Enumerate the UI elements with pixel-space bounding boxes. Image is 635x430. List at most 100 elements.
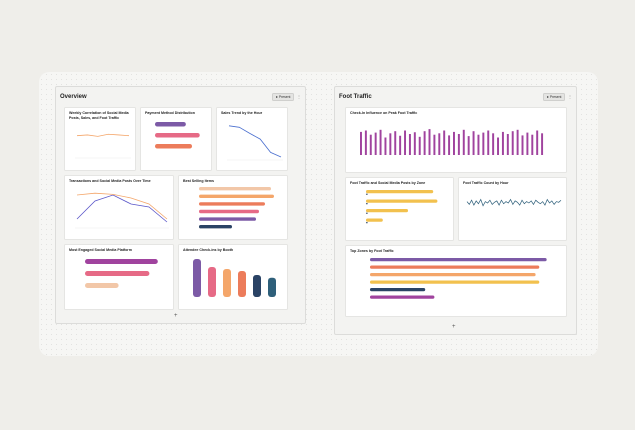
top-zones-chart [370,258,547,299]
card-title: Best Selling Items [183,179,214,183]
hourly-chart [466,198,562,207]
checkins-bar [541,133,544,155]
checkins-bar [448,135,451,155]
checkins-bar [506,134,509,155]
chart-card-hourly[interactable]: Foot Traffic Count by Hour [458,177,567,241]
attendee-bar [238,271,246,297]
most-engaged-chart [85,259,158,288]
transactions-series-line [76,194,168,223]
best-selling-bar [199,225,232,229]
checkins-bar [438,133,441,155]
chart-card-most-engaged[interactable]: Most Engaged Social Media Platform [64,244,174,310]
zone-bar [370,295,435,299]
checkins-bar [384,137,387,155]
add-widget-icon[interactable]: + [174,313,178,319]
chart-card-sales-trend[interactable]: Sales Trend by the Hour [216,107,288,171]
checkins-bar [497,137,500,155]
checkins-bar [374,132,377,155]
chart-card-top-zones[interactable]: Top Zones by Foot Traffic [345,245,567,317]
panel-title: Foot Traffic [339,94,372,100]
zone-bar [370,265,540,269]
checkins-bar [394,131,397,155]
chart-card-best-selling[interactable]: Best Selling Items [178,175,288,240]
checkins-bar [389,133,392,155]
zone-bar [370,280,540,284]
payment-bar [155,133,200,138]
checkins-bar [360,131,362,155]
play-icon [275,96,278,98]
checkins-bar [453,131,455,155]
panel-toolbar: Present ⋮ [272,93,301,101]
chart-card-attendee[interactable]: Attendee Check-ins by Booth [178,244,288,310]
attendee-chart [193,259,276,297]
checkins-bar [482,132,485,155]
payment-bar [155,144,193,149]
transactions-chart [75,192,169,229]
checkins-bar [472,131,475,155]
checkins-bar [487,130,490,155]
checkins-bar [526,132,529,155]
present-label: Present [549,95,562,99]
card-title: Foot Traffic and Social Media Posts by Z… [350,181,426,185]
card-title: Payment Method Distribution [145,111,195,115]
engaged-bar [85,259,158,264]
checkins-bar [413,132,416,155]
payment-chart [155,122,200,149]
best-selling-bar [199,187,271,191]
present-button[interactable]: Present [543,93,565,101]
checkins-bar [399,135,402,155]
card-title: Check-In Influence on Peak Foot Traffic [350,111,418,115]
checkins-bar [536,130,539,155]
chart-card-transactions[interactable]: Transactions and Social Media Posts Over… [64,175,174,240]
checkins-bar [516,129,519,155]
checkins-bar [511,131,514,155]
social-posts-bar [366,203,368,205]
card-title: Attendee Check-ins by Booth [183,248,234,252]
more-options-icon[interactable]: ⋮ [297,94,301,99]
overview-panel: Overview Present ⋮ Weekly Correlation of… [55,86,306,324]
chart-card-checkins[interactable]: Check-In Influence on Peak Foot Traffic [345,107,567,173]
present-label: Present [278,95,291,99]
attendee-bar [193,259,201,297]
checkins-bar [404,130,407,155]
chart-card-payment[interactable]: Payment Method Distribution [140,107,212,171]
checkins-bar [492,133,495,155]
zone-bar [370,273,536,277]
checkins-chart [360,129,544,155]
add-widget-icon[interactable]: + [452,324,456,330]
checkins-bar [423,131,426,155]
chart-card-foot-social[interactable]: Foot Traffic and Social Media Posts by Z… [345,177,454,241]
dashboard-canvas: Overview Present ⋮ Weekly Correlation of… [39,72,598,356]
checkins-bar [521,135,524,155]
foot-traffic-panel: Foot Traffic Present ⋮ Check-In Influenc… [334,86,577,335]
foot-traffic-bar [366,199,438,203]
social-posts-bar [366,212,368,214]
checkins-bar [369,134,372,155]
checkins-bar [418,136,421,155]
checkins-bar [457,134,460,155]
posts-series-line [76,192,168,220]
panel-title: Overview [60,94,87,100]
foot-social-chart [366,190,438,224]
checkins-bar [428,129,431,155]
best-selling-bar [199,202,265,206]
sales-series-line [228,125,282,158]
checkins-bar [433,134,436,155]
checkins-bar [408,134,411,155]
best-selling-bar [199,194,274,198]
play-icon [546,96,549,98]
best-selling-bar [199,217,256,221]
checkins-bar [364,130,367,155]
more-options-icon[interactable]: ⋮ [568,94,572,99]
card-title: Top Zones by Foot Traffic [350,249,394,253]
overview-panel-header: Overview Present ⋮ [60,92,301,102]
attendee-bar [223,269,231,297]
checkins-bar [462,129,465,155]
card-title: Sales Trend by the Hour [221,111,263,115]
present-button[interactable]: Present [272,93,294,101]
card-title: Foot Traffic Count by Hour [463,181,509,185]
payment-bar [155,122,186,127]
checkins-bar [379,129,382,155]
chart-card-weekly[interactable]: Weekly Correlation of Social Media Posts… [64,107,136,171]
social-posts-bar [366,222,368,224]
